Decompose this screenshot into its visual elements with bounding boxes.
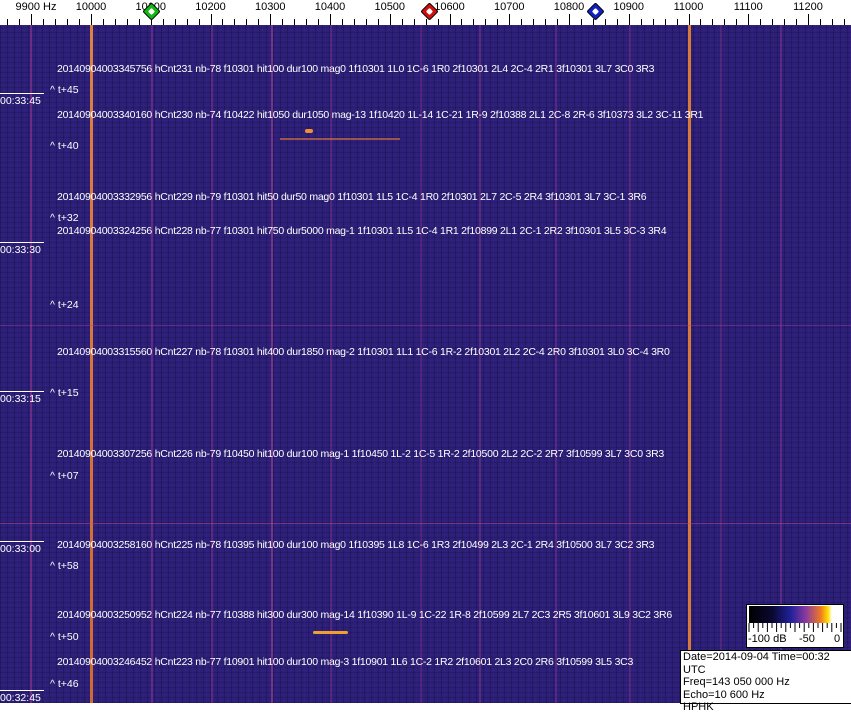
spur-line [271, 25, 273, 703]
time-offset: ^ t+07 [50, 470, 79, 482]
interference-line [0, 325, 851, 326]
axis-tick-label: 11200 [793, 1, 823, 13]
detection-line: 20140904003258160 hCnt225 nb-78 f10395 h… [57, 539, 655, 551]
spur-line [555, 25, 557, 703]
detection-line: 20140904003332956 hCnt229 nb-79 f10301 h… [57, 191, 647, 203]
axis-tick-label: 10700 [493, 1, 525, 13]
scale-label-mid: -50 [799, 633, 815, 645]
spur-line [420, 25, 422, 703]
time-offset: ^ t+32 [50, 212, 79, 224]
time-offset: ^ t+46 [50, 678, 79, 690]
carrier-line [90, 25, 93, 703]
echo-frequency: Echo=10 600 Hz [683, 688, 765, 701]
axis-tick-label: 10400 [314, 1, 346, 13]
detection-line: 20140904003315560 hCnt227 nb-78 f10301 h… [57, 346, 670, 358]
axis-tick-label: 10800 [553, 1, 585, 13]
spur-line [720, 25, 722, 703]
spur-line [151, 25, 153, 703]
axis-tick-label: 11000 [673, 1, 704, 13]
detection-line: 20140904003250952 hCnt224 nb-77 f10388 h… [57, 609, 672, 621]
axis-tick-label: 10000 [75, 1, 107, 13]
spur-line [30, 25, 32, 703]
axis-tick-label: 10600 [434, 1, 465, 13]
detection-line: 20140904003307256 hCnt226 nb-79 f10450 h… [57, 448, 664, 460]
spur-line [330, 25, 332, 703]
meteor-echo [305, 129, 313, 133]
meteor-echo [280, 138, 400, 140]
spur-line [629, 25, 631, 703]
info-box: Date=2014-09-04 Time=00:32 UTC Freq=143 … [680, 650, 851, 713]
time-offset: ^ t+50 [50, 631, 79, 643]
time-offset: ^ t+45 [50, 84, 79, 96]
waterfall-display[interactable] [0, 25, 851, 703]
color-gradient [749, 606, 841, 623]
time-offset: ^ t+40 [50, 140, 79, 152]
spur-line [211, 25, 213, 703]
scale-label-min: -100 dB [748, 633, 787, 645]
scale-label-max: 0 [834, 633, 841, 645]
time-offset: ^ t+24 [50, 299, 79, 311]
carrier-line [688, 25, 691, 703]
time-offset: ^ t+58 [50, 560, 79, 572]
spur-line [780, 25, 782, 703]
timestamp: 00:33:45 [0, 93, 44, 107]
axis-tick-label: 10900 [613, 1, 645, 13]
frequency-axis[interactable]: 9900 Hz 10000101001020010300104001050010… [0, 0, 851, 25]
time-offset: ^ t+15 [50, 387, 79, 399]
detection-line: 20140904003340160 hCnt230 nb-74 f10422 h… [57, 109, 704, 121]
receive-frequency: Freq=143 050 000 Hz [683, 676, 790, 688]
interference-line [0, 523, 851, 524]
color-scale: -100 dB -50 0 [746, 604, 844, 648]
axis-tick-label: 10200 [195, 1, 226, 13]
timestamp: 00:33:15 [0, 391, 44, 405]
timestamp: 00:33:00 [0, 541, 44, 555]
axis-tick-label: 10500 [374, 1, 406, 13]
detection-line: 20140904003345756 hCnt231 nb-78 f10301 h… [57, 63, 655, 75]
axis-unit-label: 9900 Hz [15, 1, 57, 13]
spur-line [479, 25, 481, 703]
color-scale-ticks [748, 623, 842, 632]
timestamp: 00:33:30 [0, 242, 44, 256]
date-time: Date=2014-09-04 Time=00:32 UTC [683, 651, 830, 676]
detection-line: 20140904003324256 hCnt228 nb-77 f10301 h… [57, 225, 667, 237]
axis-tick-label: 11100 [733, 1, 763, 13]
axis-tick-label: 10300 [254, 1, 286, 13]
detection-line: 20140904003246452 hCnt223 nb-77 f10901 h… [57, 656, 634, 668]
meteor-echo [313, 631, 348, 634]
timestamp: 00:32:45 [0, 690, 44, 704]
